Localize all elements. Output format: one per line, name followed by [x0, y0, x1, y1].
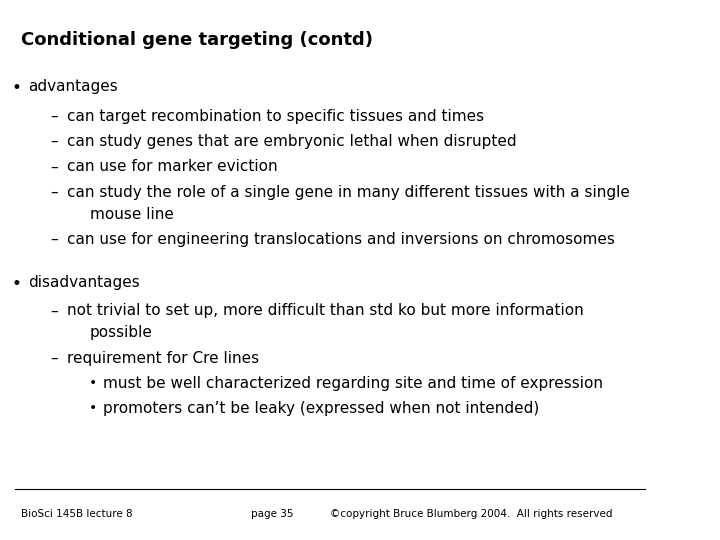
Text: requirement for Cre lines: requirement for Cre lines: [67, 350, 259, 366]
Text: •: •: [89, 376, 97, 390]
Text: –: –: [50, 134, 58, 149]
Text: can target recombination to specific tissues and times: can target recombination to specific tis…: [67, 109, 484, 124]
Text: –: –: [50, 232, 58, 247]
Text: not trivial to set up, more difficult than std ko but more information: not trivial to set up, more difficult th…: [67, 303, 584, 318]
Text: •: •: [12, 79, 21, 97]
Text: –: –: [50, 185, 58, 200]
Text: –: –: [50, 303, 58, 318]
Text: –: –: [50, 350, 58, 366]
Text: can use for marker eviction: can use for marker eviction: [67, 159, 278, 174]
Text: ©copyright Bruce Blumberg 2004.  All rights reserved: ©copyright Bruce Blumberg 2004. All righ…: [330, 509, 612, 519]
Text: can use for engineering translocations and inversions on chromosomes: can use for engineering translocations a…: [67, 232, 615, 247]
Text: advantages: advantages: [27, 79, 117, 94]
Text: page 35: page 35: [251, 509, 293, 519]
Text: must be well characterized regarding site and time of expression: must be well characterized regarding sit…: [103, 376, 603, 391]
Text: can study genes that are embryonic lethal when disrupted: can study genes that are embryonic letha…: [67, 134, 517, 149]
Text: mouse line: mouse line: [90, 207, 174, 221]
Text: BioSci 145B lecture 8: BioSci 145B lecture 8: [21, 509, 132, 519]
Text: can study the role of a single gene in many different tissues with a single: can study the role of a single gene in m…: [67, 185, 630, 200]
Text: disadvantages: disadvantages: [27, 275, 140, 291]
Text: –: –: [50, 109, 58, 124]
Text: promoters can’t be leaky (expressed when not intended): promoters can’t be leaky (expressed when…: [103, 401, 539, 416]
Text: •: •: [12, 275, 21, 293]
Text: Conditional gene targeting (contd): Conditional gene targeting (contd): [21, 31, 373, 49]
Text: –: –: [50, 159, 58, 174]
Text: possible: possible: [90, 325, 153, 340]
Text: •: •: [89, 401, 97, 415]
